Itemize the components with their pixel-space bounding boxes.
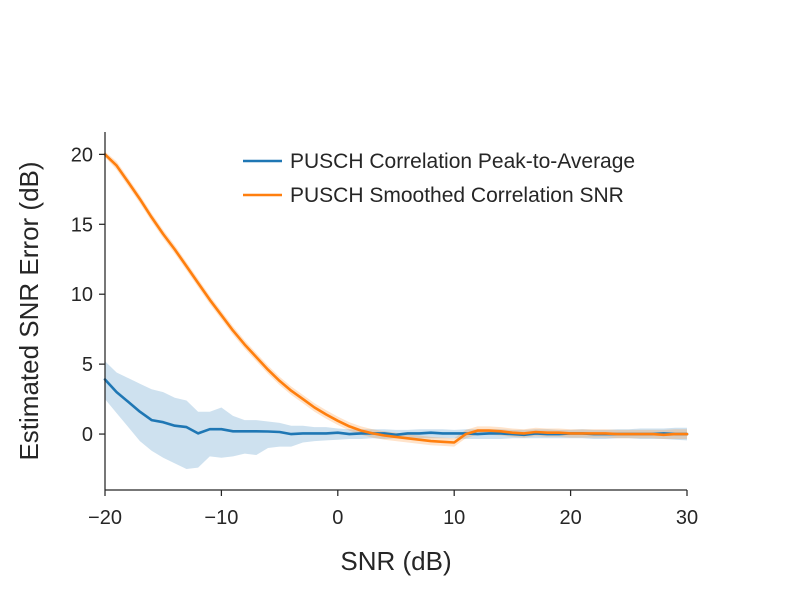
legend-label: PUSCH Smoothed Correlation SNR (290, 184, 624, 207)
x-tick-label: 30 (676, 507, 698, 529)
x-tick-label: 0 (332, 507, 343, 529)
y-axis-title: Estimated SNR Error (dB) (14, 161, 44, 460)
series-2-line (103, 153, 689, 444)
x-tick-label: −20 (88, 507, 122, 529)
x-ticks: −20 −10 0 10 20 30 (88, 490, 698, 529)
x-tick-label: 10 (443, 507, 465, 529)
axes (104, 132, 687, 491)
y-tick-label: 10 (71, 284, 93, 306)
legend-label: PUSCH Correlation Peak-to-Average (290, 150, 635, 173)
x-axis-title: SNR (dB) (340, 546, 451, 576)
confidence-bands (105, 151, 687, 469)
y-tick-label: 20 (71, 144, 93, 166)
series-lines (103, 153, 689, 444)
x-tick-label: 20 (559, 507, 581, 529)
y-ticks: 0 5 10 15 20 (71, 144, 105, 446)
x-tick-label: −10 (204, 507, 238, 529)
y-tick-label: 0 (82, 424, 93, 446)
y-tick-label: 5 (82, 354, 93, 376)
legend: PUSCH Correlation Peak-to-Average PUSCH S… (243, 150, 635, 207)
series-1-band (105, 361, 687, 469)
y-tick-label: 15 (71, 214, 93, 236)
